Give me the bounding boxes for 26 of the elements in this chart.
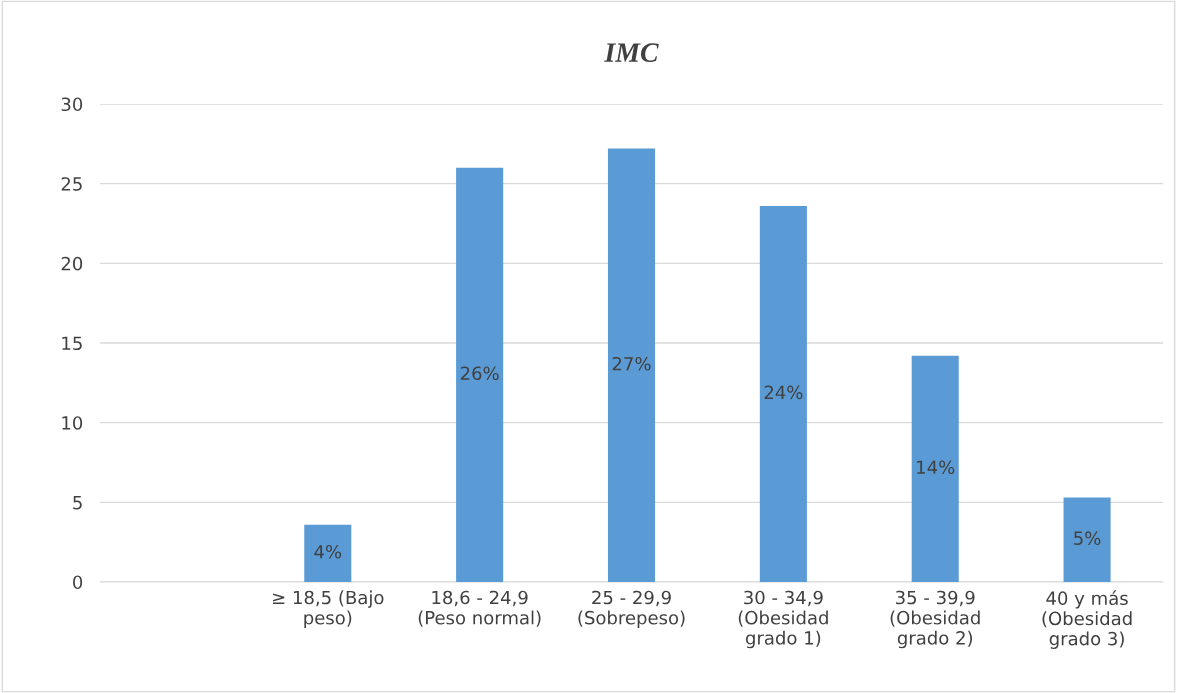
data-label: 14% [917, 460, 955, 475]
y-tick-label: 25 [61, 177, 82, 191]
bar [911, 355, 959, 582]
chart-title: IMC [604, 43, 659, 62]
data-label: 5% [1074, 531, 1101, 546]
x-tick-label: 25 - 29,9 (Sobrepeso) [578, 590, 685, 629]
data-label: 4% [314, 544, 342, 559]
y-tick-label: 30 [61, 97, 83, 112]
bar [607, 148, 656, 582]
y-tick-label: 5 [73, 496, 82, 510]
data-label: 27% [612, 356, 651, 371]
y-tick-label: 0 [73, 575, 83, 590]
bar [304, 524, 352, 582]
data-label: 26% [460, 366, 499, 381]
bar [759, 205, 807, 582]
x-tick-label: 40 y más (Obesidad grado 3) [1042, 590, 1132, 649]
x-tick-label: ≥ 18,5 (Bajo peso) [273, 590, 384, 629]
bar [456, 167, 504, 582]
x-tick-label: 18,6 - 24,9 (Peso normal) [418, 590, 541, 627]
x-tick-label: 30 - 34,9 (Obesidad grado 1) [738, 590, 828, 649]
y-tick-label: 20 [61, 256, 83, 271]
bar [1063, 497, 1111, 582]
y-tick-label: 10 [62, 416, 83, 430]
data-label: 24% [764, 385, 803, 400]
x-tick-label: 35 - 39,9 (Obesidad grado 2) [890, 590, 980, 649]
y-tick-label: 15 [62, 336, 82, 351]
